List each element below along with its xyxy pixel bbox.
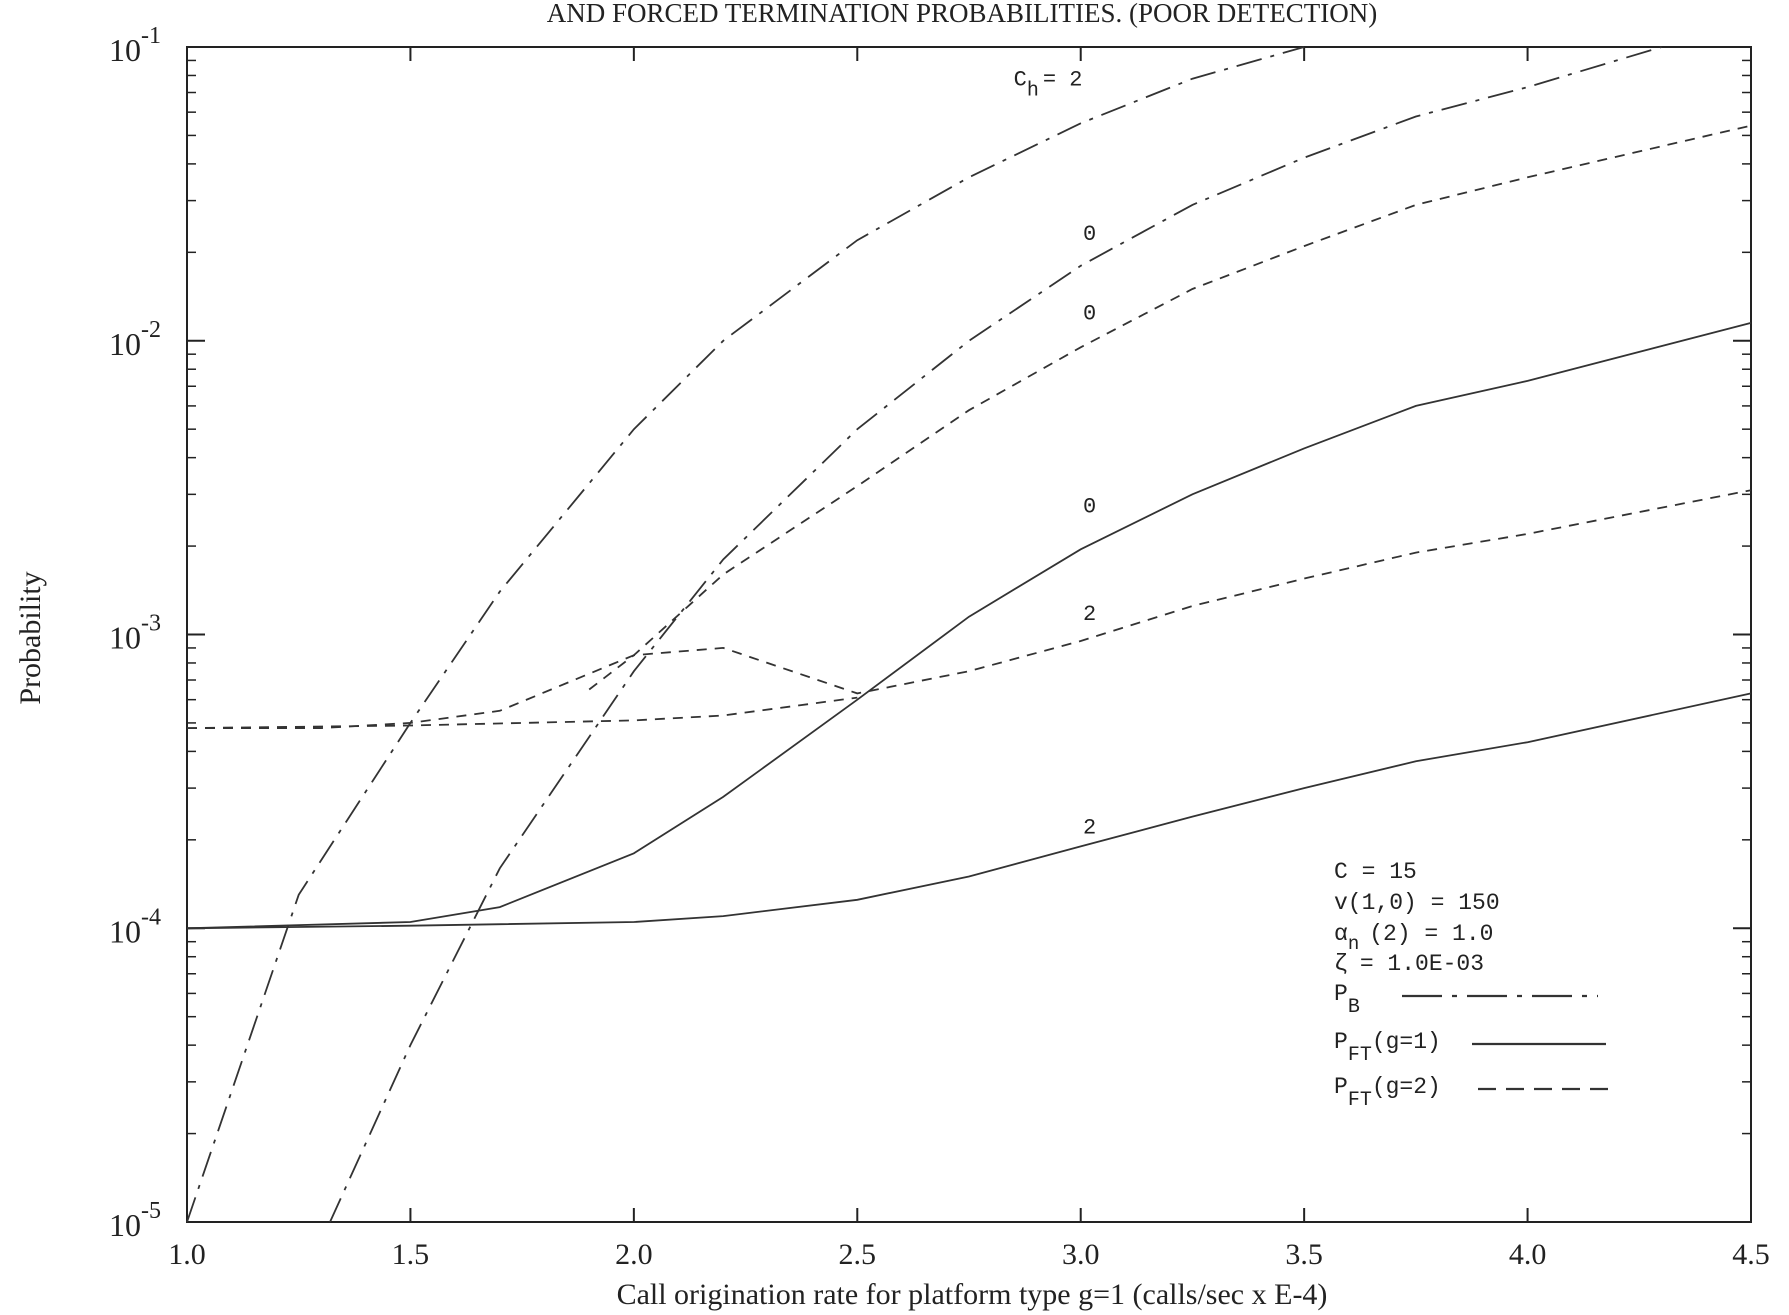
x-tick-label: 4.5 <box>1732 1238 1770 1271</box>
series-line-6 <box>187 489 1752 729</box>
x-tick-label: 3.0 <box>1062 1238 1100 1271</box>
y-axis-label: Probability <box>14 571 47 704</box>
series-line-7 <box>186 696 858 729</box>
parameter-line: v(1,0) = 150 <box>1334 890 1500 916</box>
y-tick-label: 10-5 <box>109 1198 161 1243</box>
y-tick-label: 10-4 <box>109 904 161 949</box>
curve-label: 2 <box>1083 602 1096 627</box>
chart-title: AND FORCED TERMINATION PROBABILITIES. (P… <box>547 0 1378 28</box>
x-tick-label: 4.0 <box>1509 1238 1547 1271</box>
x-tick-label: 2.0 <box>615 1238 653 1271</box>
series-line-4 <box>186 692 1752 930</box>
curve-label: 0 <box>1083 302 1096 327</box>
y-tick-label: 10-3 <box>109 611 161 656</box>
series-line-1 <box>186 46 1305 1223</box>
x-tick-label: 3.5 <box>1285 1238 1323 1271</box>
legend-entry-label: PFT(g=2) <box>1334 1074 1441 1112</box>
x-tick-label: 1.0 <box>168 1238 206 1271</box>
series-line-3 <box>186 322 1752 930</box>
plot-frame <box>186 46 1752 1223</box>
x-axis-label: Call origination rate for platform type … <box>617 1278 1328 1311</box>
x-tick-label: 1.5 <box>392 1238 430 1271</box>
y-tick-label: 10-2 <box>109 317 161 362</box>
curve-label: 0 <box>1083 495 1096 520</box>
x-tick-label: 2.5 <box>839 1238 877 1271</box>
curve-label: 0 <box>1083 222 1096 247</box>
ch-label: Ch = 2 <box>1014 67 1083 102</box>
legend-entry-label: PB <box>1334 981 1360 1019</box>
parameter-line: αn (2) = 1.0 <box>1334 921 1493 955</box>
curve-label: 2 <box>1083 816 1096 841</box>
parameter-line: ζ = 1.0E-03 <box>1334 951 1484 977</box>
y-tick-label: 10-1 <box>109 23 161 68</box>
series-line-2 <box>329 46 1662 1223</box>
series-line-5 <box>588 124 1752 691</box>
parameter-line: C = 15 <box>1334 859 1417 885</box>
legend-entry-label: PFT(g=1) <box>1334 1029 1441 1067</box>
